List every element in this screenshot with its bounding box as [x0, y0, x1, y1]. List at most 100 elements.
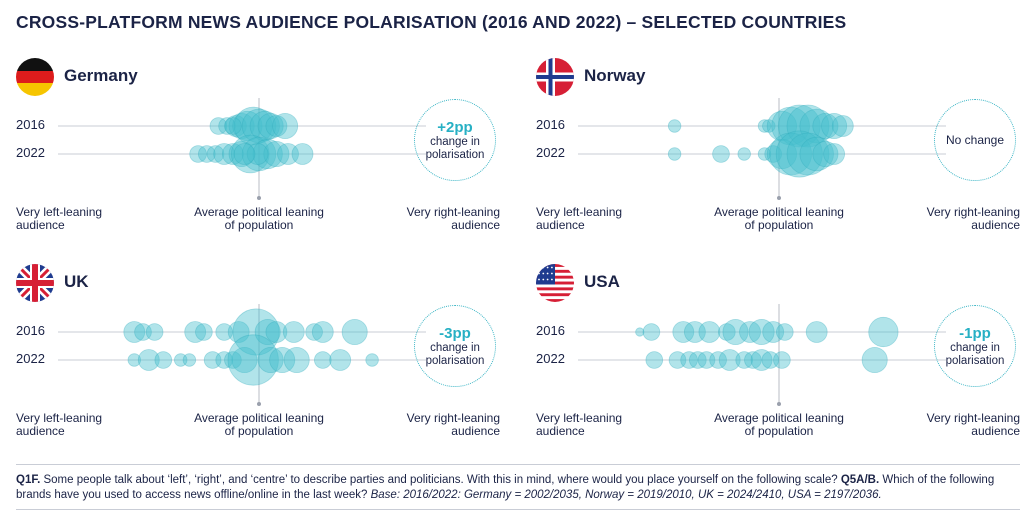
bubble-2016-4 [232, 110, 263, 142]
bubble-2022-1 [198, 145, 216, 163]
bubble-2022-13 [233, 143, 256, 165]
bubble-2016-10 [831, 115, 854, 137]
bubble-2022-11 [773, 351, 791, 369]
bubble-2022-13 [313, 351, 332, 369]
footnote-q5-text: Which of the following brands have you u… [16, 474, 995, 501]
bubble-2016-3 [184, 321, 207, 343]
bubble-2022-4 [221, 143, 244, 165]
bubble-2016-10 [272, 113, 299, 140]
footnote-q1f-label: Q1F. [16, 474, 41, 486]
bubble-2022-14 [329, 349, 352, 371]
axis-label-left-line2: audience [536, 218, 585, 232]
average-leaning-marker [257, 402, 261, 406]
axis-label-center-line2: of population [744, 218, 814, 232]
bubble-2016-12 [311, 321, 334, 343]
axis-label-right: Very right-leaning audience [880, 206, 1020, 232]
bubble-2022-9 [750, 349, 773, 371]
bubble-2022-9 [799, 136, 834, 172]
change-value: +2pp [437, 118, 473, 136]
bubble-2016-0 [209, 117, 228, 135]
axis-label-right: Very right-leaning audience [360, 206, 500, 232]
axis-label-right-line2: audience [971, 218, 1020, 232]
axis-label-right-line1: Very right-leaning [926, 411, 1020, 425]
bubble-2016-7 [249, 110, 280, 142]
year-label-2022: 2022 [536, 351, 565, 366]
bubble-2022-12 [246, 143, 269, 165]
bubble-2016-9 [265, 321, 288, 343]
bubble-2022-5 [766, 138, 797, 170]
panel-usa: USA 2016 2022 -1pp change in polarisation Very… [536, 264, 1034, 464]
bubble-2016-7 [739, 321, 761, 343]
axis-label-center-line1: Average political leaning [194, 411, 324, 425]
axis-label-center: Average political leaning of population [169, 412, 349, 438]
bubble-2022-11 [291, 143, 314, 165]
bubble-2022-5 [709, 351, 727, 369]
country-name: Norway [584, 66, 646, 85]
average-leaning-marker [777, 196, 781, 200]
uk-flag-icon [16, 264, 54, 302]
polarisation-change-badge: No change [934, 99, 1016, 181]
axis-label-right-line2: audience [451, 218, 500, 232]
bubble-2022-11 [269, 347, 296, 374]
polarisation-change-badge: -3pp change in polarisation [414, 305, 496, 387]
bubble-2022-2 [154, 351, 173, 369]
bubble-2022-3 [689, 351, 707, 369]
bubble-2022-7 [224, 351, 242, 369]
axis-label-left-line2: audience [16, 218, 65, 232]
footnote-base-text: : 2016/2022: Germany = 2002/2035, Norway… [396, 489, 882, 501]
norway-flag-icon [536, 58, 574, 96]
bubble-2016-4 [195, 323, 213, 341]
change-value: -1pp [959, 324, 991, 342]
axis-label-right-line2: audience [971, 424, 1020, 438]
bubble-2022-10 [761, 351, 780, 369]
bubble-2022-3 [173, 353, 188, 367]
axis-label-center-line2: of population [744, 424, 814, 438]
bubble-plot-germany [58, 98, 426, 200]
year-label-2022: 2022 [536, 145, 565, 160]
bubble-2022-10 [277, 143, 299, 165]
footer-rule [16, 509, 1020, 510]
axis-label-left: Very left-leaning audience [536, 412, 622, 438]
bubble-2022-6 [769, 132, 813, 176]
change-caption-line2: polarisation [425, 354, 485, 367]
change-caption-line2: polarisation [425, 148, 485, 161]
panel-norway: Norway 2016 2022 No change Very left-leaning… [536, 58, 1034, 258]
bubble-2022-0 [189, 145, 207, 163]
bubble-2016-6 [227, 321, 250, 343]
bubble-2016-10 [776, 323, 794, 341]
footnote-q5-label: Q5A/B. [840, 474, 880, 486]
change-caption-line2: polarisation [945, 354, 1005, 367]
bubble-2016-2 [672, 321, 695, 343]
bubble-2022-1 [712, 145, 730, 163]
change-caption-line1: change in [950, 341, 1000, 354]
bubble-2022-8 [786, 132, 830, 176]
bubble-2022-10 [257, 347, 284, 374]
bubble-2022-2 [206, 145, 225, 163]
bubble-2022-2 [737, 147, 751, 161]
bubble-2022-8 [252, 138, 283, 170]
bubble-2016-3 [683, 321, 706, 343]
bubble-2016-6 [722, 319, 749, 346]
bubble-2022-6 [231, 134, 270, 174]
axis-label-left-line1: Very left-leaning [536, 205, 623, 219]
axis-label-left-line1: Very left-leaning [536, 411, 623, 425]
axis-label-center-line1: Average political leaning [194, 205, 324, 219]
bubble-2016-8 [748, 319, 775, 346]
change-value: -3pp [439, 324, 471, 342]
page-title: CROSS-PLATFORM NEWS AUDIENCE POLARISATIO… [16, 12, 847, 32]
usa-flag-icon [536, 264, 574, 302]
bubble-2016-0 [123, 321, 146, 343]
bubble-2022-4 [697, 351, 716, 369]
bubble-2016-7 [799, 108, 834, 144]
year-label-2022: 2022 [16, 351, 45, 366]
country-name: UK [64, 272, 89, 291]
bubble-2016-11 [305, 323, 323, 341]
bubble-2016-7 [232, 308, 280, 356]
axis-label-left-line1: Very left-leaning [16, 411, 103, 425]
bubble-2022-7 [775, 130, 823, 178]
bubble-2016-8 [254, 319, 281, 346]
bubble-2016-6 [241, 108, 277, 144]
bubble-2022-4 [764, 145, 783, 163]
bubble-2022-6 [718, 349, 741, 371]
axis-label-center: Average political leaning of population [689, 206, 869, 232]
